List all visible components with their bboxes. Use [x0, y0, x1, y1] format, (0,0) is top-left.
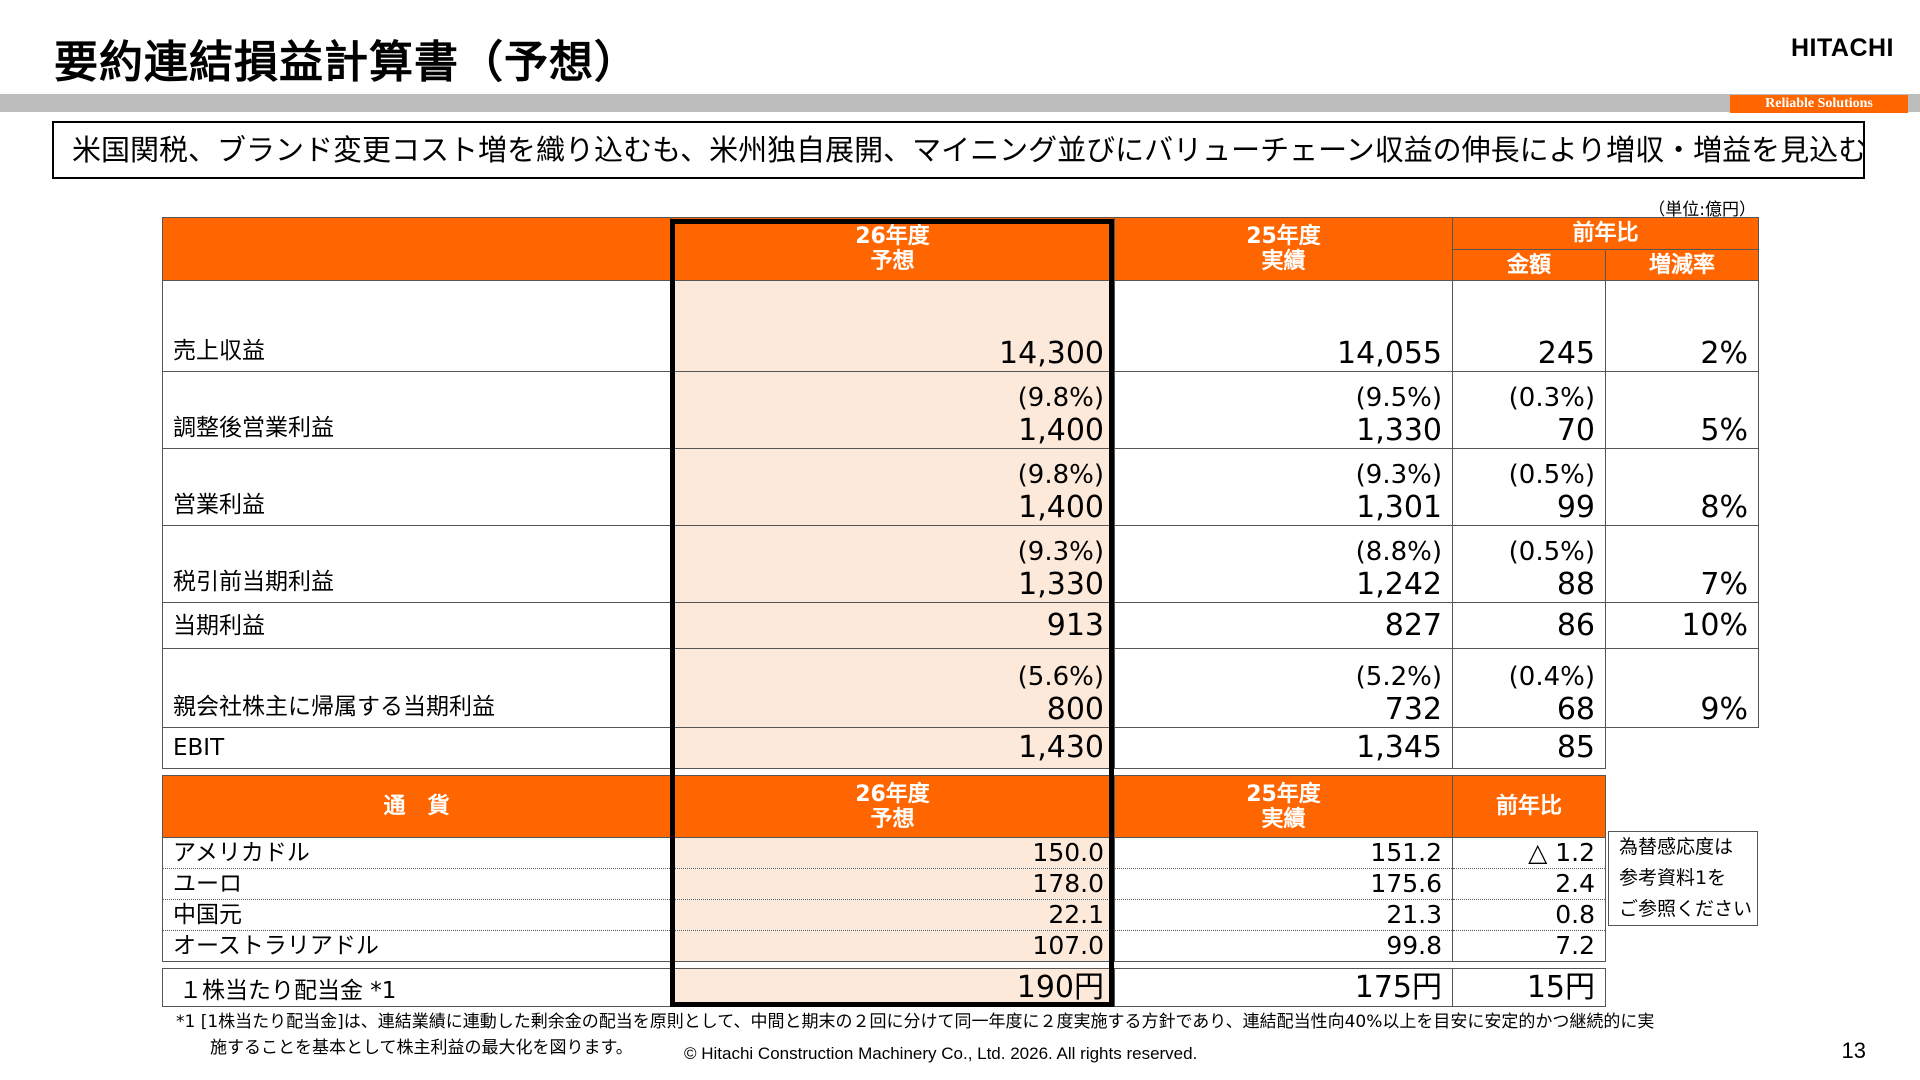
header-blank-cell [162, 217, 671, 281]
currency-header-forecast: 26年度 予想 [670, 775, 1115, 838]
yoy-amount: 86 [1452, 602, 1606, 649]
currency-header-yoy: 前年比 [1452, 775, 1606, 838]
currency-actual: 21.3 [1114, 899, 1453, 931]
table-row: 調整後営業利益 (9.8%) 1,400 (9.5%) 1,330 (0.3%) 70 5% [162, 371, 1760, 449]
dividend-actual: 175円 [1114, 968, 1453, 1007]
yoy-rate: 7% [1604, 525, 1760, 603]
yoy-rate: 10% [1604, 602, 1760, 649]
header-forecast: 26年度 予想 [670, 217, 1115, 281]
fx-sensitivity-note: 為替感応度は 参考資料1を ご参照ください [1608, 831, 1758, 926]
page-title: 要約連結損益計算書（予想） [54, 37, 639, 88]
yoy-amount: (0.5%) 99 [1452, 448, 1606, 526]
header-yoy: 前年比 [1451, 217, 1760, 250]
ebit-row: EBIT 1,430 1,345 85 [162, 727, 1606, 769]
currency-row: オーストラリアドル 107.0 99.8 7.2 [162, 930, 1606, 962]
actual-value: 827 [1114, 602, 1453, 649]
row-label: 親会社株主に帰属する当期利益 [162, 648, 671, 728]
row-label: 営業利益 [162, 448, 671, 526]
currency-header-row: 通 貨 26年度 予想 25年度 実績 前年比 [162, 775, 1606, 838]
header-actual: 25年度 実績 [1114, 217, 1453, 281]
hitachi-logo: HITACHI [1790, 34, 1894, 62]
currency-diff: 7.2 [1452, 930, 1606, 962]
row-label: 調整後営業利益 [162, 371, 671, 449]
yoy-rate: 2% [1604, 280, 1760, 372]
actual-value: (5.2%) 732 [1114, 648, 1453, 728]
table-row: 当期利益 913 827 86 10% [162, 602, 1760, 649]
forecast-value: 14,300 [670, 280, 1115, 372]
ebit-actual: 1,345 [1114, 727, 1453, 769]
currency-forecast: 22.1 [670, 899, 1115, 931]
actual-value: (9.3%) 1,301 [1114, 448, 1453, 526]
actual-value: (9.5%) 1,330 [1114, 371, 1453, 449]
row-label: 売上収益 [162, 280, 671, 372]
header-rate: 増減率 [1604, 249, 1760, 281]
header-rule [0, 94, 1920, 112]
headline-box: 米国関税、ブランド変更コスト増を織り込むも、米州独自展開、マイニング並びにバリュ… [52, 121, 1865, 179]
currency-header-label: 通 貨 [162, 775, 671, 838]
table-row: 親会社株主に帰属する当期利益 (5.6%) 800 (5.2%) 732 (0.4%) 68… [162, 648, 1760, 728]
forecast-value: 913 [670, 602, 1115, 649]
ebit-forecast: 1,430 [670, 727, 1115, 769]
currency-row: アメリカドル 150.0 151.2 △ 1.2 [162, 837, 1606, 869]
forecast-value: (9.8%) 1,400 [670, 371, 1115, 449]
currency-actual: 151.2 [1114, 837, 1453, 869]
page-number: 13 [1841, 1038, 1866, 1063]
currency-actual: 175.6 [1114, 868, 1453, 900]
forecast-value: (5.6%) 800 [670, 648, 1115, 728]
footnote: *1 [1株当たり配当金]は、連結業績に連動した剰余金の配当を原則として、中間と… [176, 1012, 1655, 1058]
ebit-label: EBIT [162, 727, 671, 769]
yoy-amount: (0.3%) 70 [1452, 371, 1606, 449]
dividend-table: １株当たり配当金 *1 190円 175円 15円 [162, 968, 1606, 1007]
actual-value: 14,055 [1114, 280, 1453, 372]
forecast-value: (9.8%) 1,400 [670, 448, 1115, 526]
yoy-rate: 8% [1604, 448, 1760, 526]
yoy-amount: 245 [1452, 280, 1606, 372]
currency-forecast: 107.0 [670, 930, 1115, 962]
dividend-diff: 15円 [1452, 968, 1606, 1007]
currency-row: ユーロ 178.0 175.6 2.4 [162, 868, 1606, 900]
copyright: © Hitachi Construction Machinery Co., Lt… [684, 1044, 1198, 1063]
yoy-rate: 9% [1604, 648, 1760, 728]
currency-diff: △ 1.2 [1452, 837, 1606, 869]
income-statement-table: 26年度 予想 25年度 実績 前年比 金額 増減率 売上収益 14,300 14,05… [162, 217, 1760, 728]
currency-name: 中国元 [162, 899, 671, 931]
table-row: 税引前当期利益 (9.3%) 1,330 (8.8%) 1,242 (0.5%) 88 7% [162, 525, 1760, 603]
dividend-label: １株当たり配当金 *1 [162, 968, 671, 1007]
table-row: 営業利益 (9.8%) 1,400 (9.3%) 1,301 (0.5%) 99 8% [162, 448, 1760, 526]
currency-diff: 2.4 [1452, 868, 1606, 900]
currency-row: 中国元 22.1 21.3 0.8 [162, 899, 1606, 931]
header-subrow: 金額 増減率 [163, 249, 1760, 281]
ebit-diff: 85 [1452, 727, 1606, 769]
currency-name: ユーロ [162, 868, 671, 900]
currency-forecast: 178.0 [670, 868, 1115, 900]
yoy-rate: 5% [1604, 371, 1760, 449]
yoy-amount: (0.5%) 88 [1452, 525, 1606, 603]
forecast-value: (9.3%) 1,330 [670, 525, 1115, 603]
ebit-table: EBIT 1,430 1,345 85 [162, 727, 1606, 769]
unit-label: （単位:億円） [1648, 200, 1756, 220]
dividend-forecast: 190円 [670, 968, 1115, 1007]
currency-table: 通 貨 26年度 予想 25年度 実績 前年比 アメリカドル 150.0 151.2 △ … [162, 775, 1606, 962]
table-row: 売上収益 14,300 14,055 245 2% [162, 280, 1760, 372]
header-amount: 金額 [1452, 249, 1606, 281]
row-label: 税引前当期利益 [162, 525, 671, 603]
currency-diff: 0.8 [1452, 899, 1606, 931]
currency-header-actual: 25年度 実績 [1114, 775, 1453, 838]
row-label: 当期利益 [162, 602, 671, 649]
tagline-badge: Reliable Solutions [1730, 95, 1908, 113]
currency-forecast: 150.0 [670, 837, 1115, 869]
currency-name: アメリカドル [162, 837, 671, 869]
header-row: 26年度 予想 25年度 実績 前年比 [162, 217, 1760, 281]
currency-actual: 99.8 [1114, 930, 1453, 962]
yoy-amount: (0.4%) 68 [1452, 648, 1606, 728]
actual-value: (8.8%) 1,242 [1114, 525, 1453, 603]
currency-name: オーストラリアドル [162, 930, 671, 962]
dividend-row: １株当たり配当金 *1 190円 175円 15円 [162, 968, 1606, 1007]
